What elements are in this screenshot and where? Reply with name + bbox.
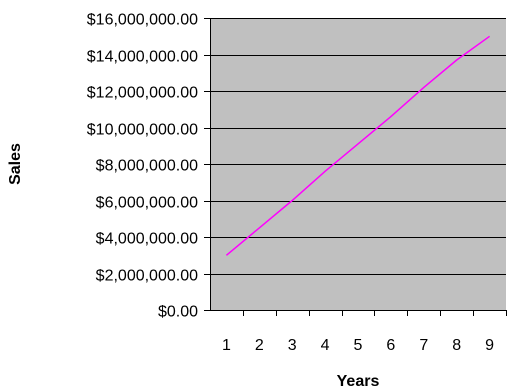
y-tick-label: $8,000,000.00 <box>96 158 198 175</box>
y-axis-ticks: $0.00 $2,000,000.00 $4,000,000.00 $6,000,00… <box>87 12 210 321</box>
y-tick-label: $2,000,000.00 <box>96 268 198 285</box>
gridlines <box>210 18 506 275</box>
x-tick-label: 6 <box>386 337 395 354</box>
x-tick-label: 1 <box>222 337 231 354</box>
y-axis-title: Sales <box>7 143 24 185</box>
x-tick-label: 2 <box>255 337 264 354</box>
y-tick-label: $12,000,000.00 <box>87 85 198 102</box>
x-axis-title: Years <box>337 373 380 390</box>
y-tick-label: $14,000,000.00 <box>87 49 198 66</box>
x-tick-label: 3 <box>288 337 297 354</box>
x-tick-label: 4 <box>321 337 330 354</box>
y-tick-label: $0.00 <box>158 304 198 321</box>
y-tick-label: $10,000,000.00 <box>87 122 198 139</box>
y-tick-label: $16,000,000.00 <box>87 12 198 29</box>
series-group <box>225 35 491 256</box>
y-tick-label: $4,000,000.00 <box>96 231 198 248</box>
x-tick-label: 9 <box>485 337 494 354</box>
y-tick-label: $6,000,000.00 <box>96 195 198 212</box>
x-axis-ticks: 1 2 3 4 5 6 7 8 9 <box>222 310 507 354</box>
x-tick-label: 7 <box>419 337 428 354</box>
axes <box>210 18 506 311</box>
x-tick-label: 5 <box>354 337 363 354</box>
x-tick-label: 8 <box>452 337 461 354</box>
sales-series-line <box>225 35 491 256</box>
